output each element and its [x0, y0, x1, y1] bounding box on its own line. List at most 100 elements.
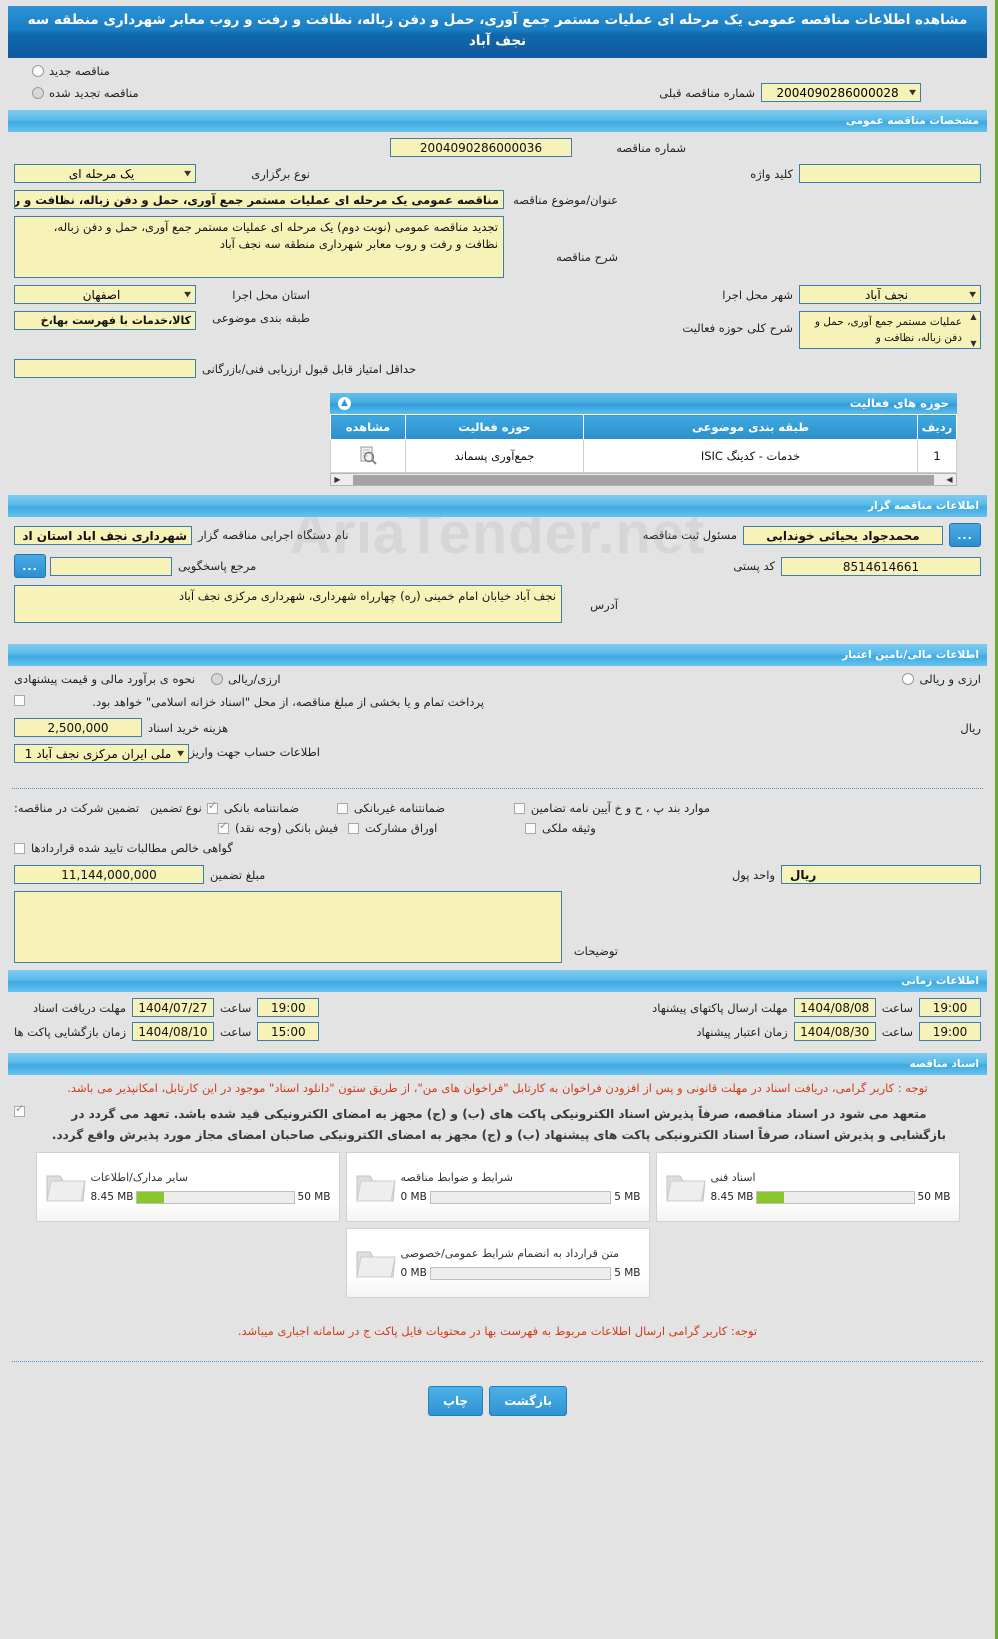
holding-type-select[interactable]: ▼ یک مرحله ای	[14, 164, 196, 183]
documents-footer-notice: توجه: کاربر گرامی ارسال اطلاعات مربوط به…	[237, 1324, 758, 1338]
registrar-field[interactable]: محمدجواد یحیائی خوندابی	[743, 525, 943, 545]
upload-card-technical[interactable]: اسناد فنی 8.45 MB 50 MB	[655, 1152, 960, 1222]
postal-code-field[interactable]: 8514614661	[781, 556, 981, 576]
answer-ref-field[interactable]	[50, 556, 172, 576]
guarantee-option-7-checkbox[interactable]	[14, 842, 25, 854]
radio-currency-both-label: ارزی و ریالی	[919, 672, 981, 686]
magnifier-doc-icon[interactable]	[357, 444, 379, 469]
city-label: شهر محل اجرا	[722, 287, 793, 302]
upload-card-terms-title: شرایط و ضوابط مناقصه	[400, 1170, 514, 1184]
postal-code-label: کد پستی	[733, 559, 775, 573]
classification-field[interactable]: کالا،خدمات با فهرست بها،خ	[14, 311, 196, 330]
keyword-field[interactable]	[799, 164, 981, 183]
upload-card-terms[interactable]: شرایط و ضوابط مناقصه 0 MB 5 MB	[345, 1152, 650, 1222]
cell-view[interactable]	[330, 439, 406, 473]
guarantee-option-5-checkbox[interactable]	[348, 822, 359, 834]
page-title: مشاهده اطلاعات مناقصه عمومی یک مرحله ای …	[8, 6, 987, 58]
doc-cost-field[interactable]: 2,500,000	[14, 718, 142, 737]
registrar-browse-button[interactable]: ...	[949, 523, 981, 547]
upload-card-contract-used: 0 MB	[400, 1267, 427, 1279]
treasury-checkbox[interactable]	[14, 695, 25, 706]
timing-body: 19:00 ساعت 1404/08/08 مهلت ارسال پاکتهای…	[0, 992, 995, 1047]
upload-card-other-docs[interactable]: سایر مدارک/اطلاعات 8.45 MB 50 MB	[35, 1152, 340, 1222]
guarantee-option-1-checkbox[interactable]	[206, 800, 218, 814]
radio-new-tender[interactable]	[32, 65, 44, 77]
collapse-icon[interactable]: ▲	[338, 397, 351, 410]
timing-row-2-time-label: ساعت	[881, 1000, 913, 1015]
guarantee-option-2-checkbox[interactable]	[336, 802, 348, 814]
guarantee-option-6-label: وثیقه ملکی	[542, 821, 596, 835]
keyword-label: کلید واژه	[750, 166, 793, 181]
section-header-timing: اطلاعات زمانی	[8, 970, 987, 992]
print-button[interactable]: چاپ	[427, 1386, 484, 1416]
timing-row-4-time[interactable]: 19:00	[919, 1022, 981, 1041]
documents-red-notice: توجه : کاربر گرامی، دریافت اسناد در مهلت…	[67, 1081, 928, 1095]
guarantee-option-4-checkbox[interactable]	[218, 820, 229, 834]
upload-card-terms-meter: 0 MB 5 MB	[400, 1190, 641, 1204]
answer-ref-browse-button[interactable]: ...	[14, 554, 46, 578]
scroll-down-icon[interactable]: ▼	[970, 339, 977, 348]
radio-renewed-tender[interactable]	[32, 86, 44, 99]
scroll-left-icon[interactable]: ▶	[334, 475, 341, 484]
activity-domains-title-text: حوزه های فعالیت	[849, 396, 949, 410]
activity-scope-textarea[interactable]: عملیات مستمر جمع آوری، حمل و دفن زباله، …	[799, 311, 967, 349]
guarantee-option-5-label: اوراق مشارکت	[365, 821, 438, 835]
tender-type-group: مناقصه جدید ▼ 2004090286000028 شماره منا…	[0, 58, 995, 104]
radio-new-tender-label: مناقصه جدید	[49, 64, 110, 78]
folder-icon[interactable]	[45, 1168, 87, 1206]
folder-icon[interactable]	[355, 1168, 397, 1206]
upload-card-other-docs-limit: 50 MB	[297, 1191, 331, 1203]
activity-domains-table: ردیف طبقه بندی موضوعی حوزه فعالیت مشاهده…	[330, 414, 957, 473]
timing-row-4-date[interactable]: 1404/08/30	[793, 1022, 876, 1041]
guarantee-notes-textarea[interactable]	[14, 891, 562, 963]
pledge-checkbox[interactable]	[14, 1103, 25, 1117]
guarantee-option-6-checkbox[interactable]	[525, 822, 536, 834]
currency-unit-field[interactable]: ریال	[781, 865, 981, 884]
account-select[interactable]: ▼ ملی ایران مرکزی نجف آباد 1	[14, 744, 189, 763]
guarantee-type-label: نوع تضمین	[150, 801, 202, 815]
upload-card-terms-used: 0 MB	[400, 1191, 427, 1203]
table-horizontal-scrollbar[interactable]: ◀ ▶	[330, 473, 957, 486]
address-textarea[interactable]: نجف آباد خیابان امام خمینی (ره) چهارراه …	[14, 585, 562, 623]
radio-currency-rial[interactable]	[211, 673, 224, 685]
timing-row-2-time[interactable]: 19:00	[919, 998, 981, 1017]
description-textarea[interactable]: تجدید مناقصه عمومی (نوبت دوم) یک مرحله ا…	[14, 216, 504, 278]
timing-row-3-time[interactable]: 15:00	[257, 1022, 320, 1041]
cell-activity: جمع‌آوری پسماند	[405, 439, 584, 473]
timing-row-1-time[interactable]: 19:00	[257, 998, 320, 1017]
cell-classification: خدمات - کدینگ ISIC	[583, 439, 918, 473]
upload-card-contract[interactable]: متن قرارداد به انضمام شرایط عمومی/خصوصی …	[345, 1228, 650, 1298]
province-label: استان محل اجرا	[232, 287, 310, 302]
section-header-documents: اسناد مناقصه	[8, 1053, 987, 1075]
back-button[interactable]: بازگشت	[489, 1386, 568, 1416]
guarantee-amount-label: مبلغ تضمین	[210, 867, 266, 882]
min-score-field[interactable]	[14, 359, 196, 378]
province-select[interactable]: ▼ اصفهان	[14, 285, 196, 304]
timing-row-2-date[interactable]: 1404/08/08	[793, 998, 876, 1017]
timing-row-1-date[interactable]: 1404/07/27	[132, 998, 214, 1017]
folder-icon[interactable]	[665, 1168, 707, 1206]
tender-number-label: شماره مناقصه	[616, 140, 686, 155]
radio-currency-both[interactable]	[902, 673, 915, 685]
previous-tender-number-select[interactable]: ▼ 2004090286000028	[761, 83, 921, 102]
tender-number-field[interactable]: 2004090286000036	[390, 138, 572, 157]
upload-card-other-docs-title: سایر مدارک/اطلاعات	[90, 1170, 188, 1184]
scroll-right-icon[interactable]: ◀	[946, 475, 953, 484]
city-select[interactable]: ▼ نجف آباد	[799, 285, 981, 304]
upload-card-contract-bar	[429, 1266, 612, 1280]
chevron-down-icon: ▼	[909, 88, 916, 97]
timing-row-3-date[interactable]: 1404/08/10	[132, 1022, 214, 1041]
guarantee-option-3-checkbox[interactable]	[513, 802, 525, 814]
document-upload-cards: اسناد فنی 8.45 MB 50 MB شرایط و ضوابط من…	[0, 1148, 995, 1300]
agency-field[interactable]: شهرداری نجف اباد استان اد	[14, 525, 192, 545]
issuer-body: ... محمدجواد یحیائی خوندابی مسئول ثبت من…	[0, 517, 995, 638]
doc-cost-label: هزینه خرید اسناد	[148, 720, 229, 735]
folder-icon[interactable]	[355, 1244, 397, 1282]
radio-currency-rial-label: ارزی/ریالی	[228, 672, 281, 686]
treasury-note-label: پرداخت تمام و یا بخشی از مبلغ مناقصه، از…	[92, 695, 484, 709]
scrollbar-thumb[interactable]	[353, 474, 934, 485]
guarantee-amount-field[interactable]: 11,144,000,000	[14, 865, 204, 884]
subject-field[interactable]: مناقصه عمومی یک مرحله ای عملیات مستمر جم…	[14, 190, 504, 209]
scroll-up-icon[interactable]: ▲	[970, 312, 977, 321]
